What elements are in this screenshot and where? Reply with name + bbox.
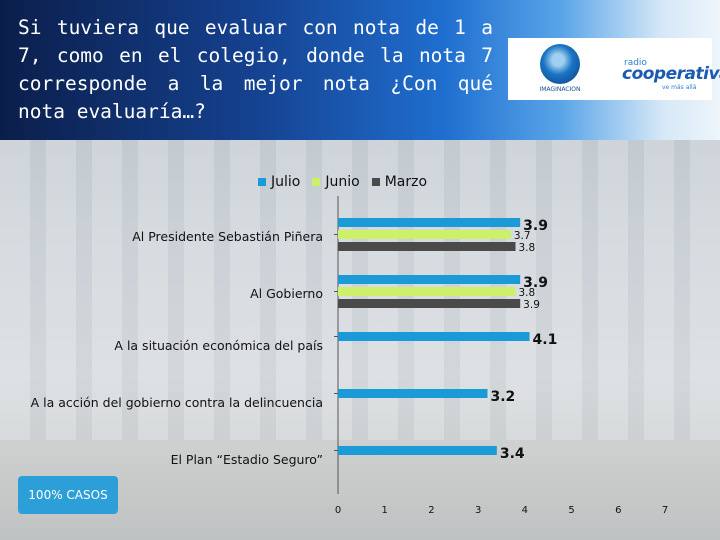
bar-julio <box>338 389 488 398</box>
cooperativa-tagline: ve más allá <box>662 84 697 91</box>
bar-marzo <box>338 242 516 251</box>
category-label: Al Presidente Sebastián Piñera <box>132 229 323 244</box>
x-tick-label: 0 <box>335 505 341 516</box>
data-label: 3.8 <box>519 242 536 254</box>
bar-junio <box>338 230 511 239</box>
data-label: 3.9 <box>523 218 548 234</box>
cooperativa-logo: cooperativa <box>622 64 720 84</box>
x-tick-label: 6 <box>615 505 621 516</box>
x-tick-label: 7 <box>662 505 668 516</box>
bar-julio <box>338 275 521 284</box>
legend-swatch-junio <box>312 178 321 186</box>
category-label: A la situación económica del país <box>114 338 323 353</box>
bar-julio <box>338 332 530 341</box>
legend-label-marzo: Marzo <box>384 174 428 190</box>
legend-swatch-marzo <box>371 178 380 186</box>
legend-label-julio: Julio <box>271 174 301 190</box>
x-tick-label: 5 <box>568 505 574 516</box>
data-label: 3.4 <box>500 446 525 462</box>
data-label: 3.7 <box>514 230 531 242</box>
background-plaza <box>0 440 720 540</box>
data-label: 3.9 <box>523 299 540 311</box>
x-tick-label: 1 <box>382 505 388 516</box>
bar-julio <box>338 218 521 227</box>
chart-legend: Julio Junio Marzo <box>258 174 427 190</box>
legend-item-julio: Julio <box>258 174 300 190</box>
sample-badge: 100% CASOS <box>18 476 118 514</box>
category-label: Al Gobierno <box>250 286 323 301</box>
legend-item-marzo: Marzo <box>371 174 428 190</box>
category-label: El Plan “Estadio Seguro” <box>171 452 323 467</box>
bar-junio <box>338 287 516 296</box>
imaginacion-seal-icon <box>540 44 580 84</box>
sample-badge-label: 100% CASOS <box>28 488 108 502</box>
x-tick-label: 3 <box>475 505 481 516</box>
legend-swatch-julio <box>258 178 266 186</box>
imaginacion-logo-text: IMAGINACION <box>539 86 581 93</box>
x-tick-label: 2 <box>428 505 434 516</box>
question-title: Si tuviera que evaluar con nota de 1 a 7… <box>18 16 493 123</box>
legend-item-junio: Junio <box>312 174 360 190</box>
bar-marzo <box>338 299 521 308</box>
legend-label-junio: Junio <box>325 174 360 190</box>
x-tick-label: 4 <box>522 505 528 516</box>
radio-label: radio <box>624 58 647 68</box>
data-label: 3.8 <box>519 287 536 299</box>
category-label: A la acción del gobierno contra la delin… <box>31 395 323 410</box>
data-label: 4.1 <box>533 332 558 348</box>
data-label: 3.2 <box>490 389 515 405</box>
bar-julio <box>338 446 497 455</box>
data-label: 3.9 <box>523 275 548 291</box>
